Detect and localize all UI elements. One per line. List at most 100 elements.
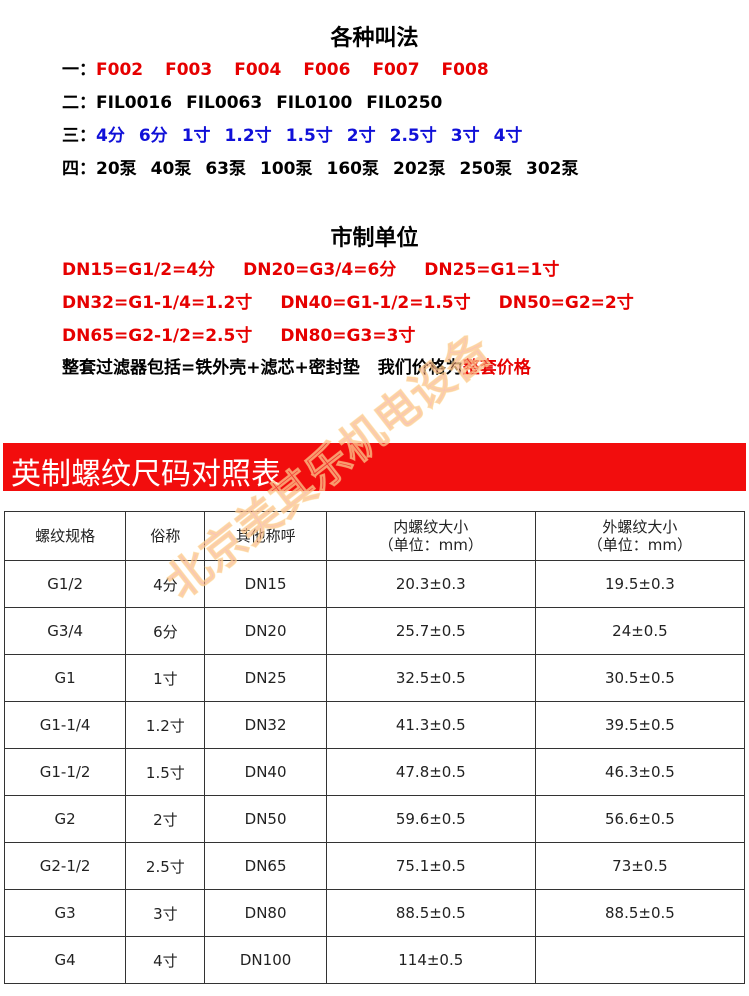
- metric-item: DN40=G1-1/2=1.5寸: [280, 293, 471, 313]
- metric-row: DN65=G2-1/2=2.5寸 DN80=G3=3寸: [62, 321, 443, 346]
- table-cell: 114±0.5: [325, 936, 536, 984]
- column-header: 俗称: [125, 511, 206, 561]
- table-cell: 88.5±0.5: [534, 889, 746, 937]
- table-cell: 25.7±0.5: [325, 607, 536, 655]
- table-cell: DN65: [204, 842, 327, 890]
- metric-item: DN80=G3=3寸: [280, 326, 416, 346]
- table-cell: 3寸: [125, 889, 206, 937]
- name-item: 2寸: [346, 126, 376, 146]
- metric-item: DN20=G3/4=6分: [243, 260, 397, 280]
- metric-item: DN50=G2=2寸: [498, 293, 634, 313]
- thread-size-table: 螺纹规格 俗称 其他称呼 内螺纹大小 （单位：mm） 外螺纹大小 （单位：mm） G1/2…: [3, 511, 746, 984]
- name-item: 1.2寸: [224, 126, 272, 146]
- table-cell: 59.6±0.5: [325, 795, 536, 843]
- table-row: G3 3寸 DN80 88.5±0.5 88.5±0.5: [3, 889, 746, 937]
- table-cell: 47.8±0.5: [325, 748, 536, 796]
- metric-item: DN65=G2-1/2=2.5寸: [62, 326, 253, 346]
- name-item: F006: [303, 60, 351, 80]
- table-cell: DN25: [204, 654, 327, 702]
- table-cell: 39.5±0.5: [534, 701, 746, 749]
- metric-item: DN32=G1-1/4=1.2寸: [62, 293, 253, 313]
- name-item: 6分: [138, 126, 168, 146]
- name-row: 一：F002 F003 F004 F006 F007 F008: [62, 55, 511, 80]
- name-item: 1.5寸: [285, 126, 333, 146]
- row-prefix: 一：: [62, 60, 96, 80]
- table-title-band: 英制螺纹尺码对照表: [3, 443, 746, 492]
- name-item: FIL0016: [96, 93, 173, 113]
- table-cell: 88.5±0.5: [325, 889, 536, 937]
- table-cell: 19.5±0.3: [534, 560, 746, 608]
- row-prefix: 四：: [62, 159, 96, 179]
- name-item: 1寸: [181, 126, 211, 146]
- metric-row: DN32=G1-1/4=1.2寸 DN40=G1-1/2=1.5寸 DN50=G2=…: [62, 288, 662, 313]
- table-cell: 4寸: [125, 936, 206, 984]
- name-item: F004: [234, 60, 282, 80]
- table-cell: G1-1/2: [3, 748, 127, 796]
- name-item: 202泵: [393, 159, 446, 179]
- table-cell: G1: [3, 654, 127, 702]
- table-cell: 41.3±0.5: [325, 701, 536, 749]
- table-row: G1/2 4分 DN15 20.3±0.3 19.5±0.3: [3, 560, 746, 608]
- name-item: 4寸: [493, 126, 523, 146]
- table-cell: DN32: [204, 701, 327, 749]
- name-item: 250泵: [459, 159, 513, 179]
- name-item: 20泵: [96, 159, 137, 179]
- table-cell: DN15: [204, 560, 327, 608]
- name-item: 4分: [96, 126, 125, 146]
- table-cell: G1-1/4: [3, 701, 127, 749]
- price-highlight: 整套价格: [462, 358, 531, 378]
- name-item: F008: [441, 60, 489, 80]
- table-cell: DN50: [204, 795, 327, 843]
- column-header: 内螺纹大小 （单位：mm）: [325, 511, 536, 561]
- table-cell: [534, 936, 746, 984]
- name-item: F002: [96, 60, 144, 80]
- name-item: 100泵: [260, 159, 313, 179]
- table-cell: 1寸: [125, 654, 206, 702]
- table-cell: G1/2: [3, 560, 127, 608]
- name-row: 四：20泵 40泵 63泵 100泵 160泵 202泵 250泵 302泵: [62, 154, 593, 179]
- table-row: G3/4 6分 DN20 25.7±0.5 24±0.5: [3, 607, 746, 655]
- table-cell: G2-1/2: [3, 842, 127, 890]
- name-item: 302泵: [526, 159, 579, 179]
- table-cell: 1.2寸: [125, 701, 206, 749]
- names-title: 各种叫法: [330, 26, 419, 51]
- column-header: 外螺纹大小 （单位：mm）: [534, 511, 746, 561]
- table-cell: DN40: [204, 748, 327, 796]
- metric-row: DN15=G1/2=4分 DN20=G3/4=6分 DN25=G1=1寸: [62, 255, 587, 280]
- table-cell: 56.6±0.5: [534, 795, 746, 843]
- table-cell: 75.1±0.5: [325, 842, 536, 890]
- name-item: FIL0250: [366, 93, 443, 113]
- name-item: 2.5寸: [389, 126, 437, 146]
- table-cell: 32.5±0.5: [325, 654, 536, 702]
- table-cell: 2寸: [125, 795, 206, 843]
- table-row: G1-1/2 1.5寸 DN40 47.8±0.5 46.3±0.5: [3, 748, 746, 796]
- package-note: 整套过滤器包括=铁外壳+滤芯+密封垫 我们价格为整套价格: [62, 353, 549, 378]
- table-cell: 6分: [125, 607, 206, 655]
- table-cell: DN20: [204, 607, 327, 655]
- table-cell: DN100: [204, 936, 327, 984]
- table-cell: 1.5寸: [125, 748, 206, 796]
- table-row: G4 4寸 DN100 114±0.5: [3, 936, 746, 984]
- row-prefix: 二：: [62, 93, 96, 113]
- table-cell: G3/4: [3, 607, 127, 655]
- row-prefix: 三：: [62, 126, 96, 146]
- table-cell: DN80: [204, 889, 327, 937]
- name-item: F007: [372, 60, 420, 80]
- table-row: G2 2寸 DN50 59.6±0.5 56.6±0.5: [3, 795, 746, 843]
- name-item: 63泵: [205, 159, 247, 179]
- name-row: 二：FIL0016 FIL0063 FIL0100 FIL0250: [62, 88, 456, 113]
- table-row: G1-1/4 1.2寸 DN32 41.3±0.5 39.5±0.5: [3, 701, 746, 749]
- metric-title: 市制单位: [330, 226, 419, 251]
- name-item: FIL0063: [186, 93, 263, 113]
- table-row: G2-1/2 2.5寸 DN65 75.1±0.5 73±0.5: [3, 842, 746, 890]
- column-header: 螺纹规格: [3, 511, 127, 561]
- table-cell: 2.5寸: [125, 842, 206, 890]
- table-cell: G3: [3, 889, 127, 937]
- table-cell: G4: [3, 936, 127, 984]
- name-row: 三：4分 6分 1寸 1.2寸 1.5寸 2寸 2.5寸 3寸 4寸: [62, 121, 536, 146]
- name-item: F003: [165, 60, 213, 80]
- package-note-text: 整套过滤器包括=铁外壳+滤芯+密封垫: [62, 358, 360, 378]
- table-row: G1 1寸 DN25 32.5±0.5 30.5±0.5: [3, 654, 746, 702]
- column-header: 其他称呼: [204, 511, 327, 561]
- name-item: 3寸: [450, 126, 480, 146]
